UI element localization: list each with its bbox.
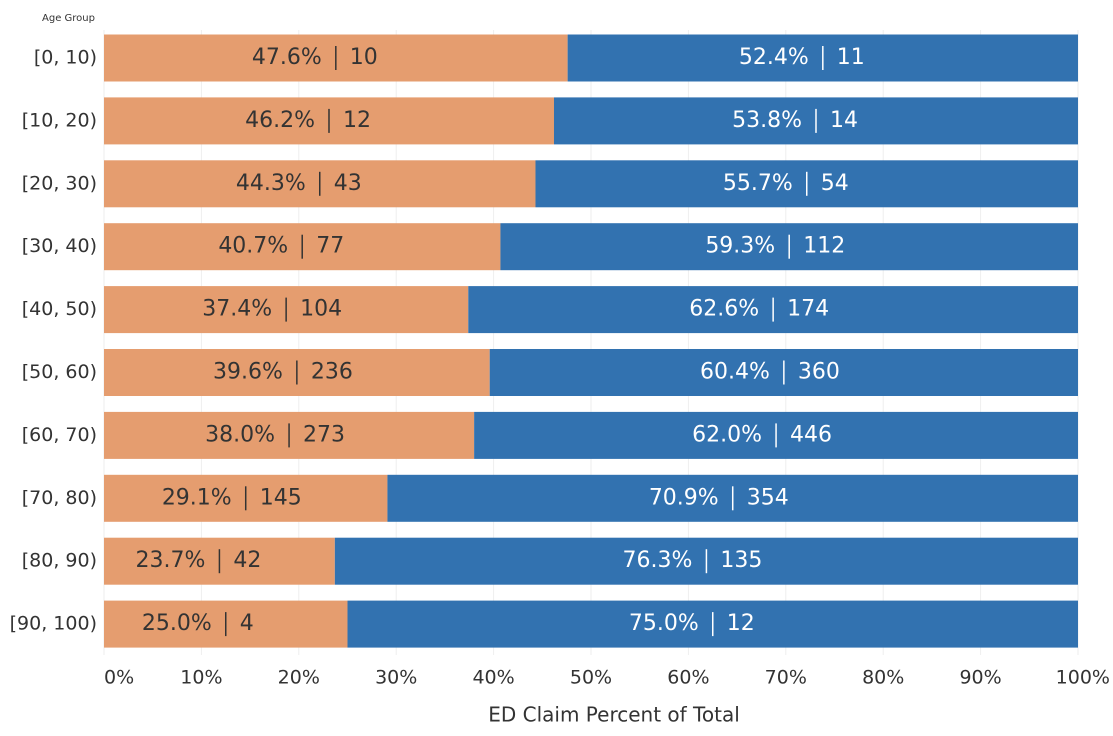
x-tick-label: 20%	[278, 667, 320, 689]
count-label: 43	[334, 171, 362, 196]
count-label: 174	[787, 297, 829, 322]
header: Age Group	[42, 13, 95, 24]
y-tick-label: [70, 80)	[22, 487, 97, 509]
y-tick-label: [10, 20)	[22, 109, 97, 131]
data-label: 29.1%	[162, 485, 232, 510]
count-label: 12	[727, 611, 755, 636]
y-tick-label: [30, 40)	[22, 235, 97, 257]
data-label: 47.6%	[252, 45, 322, 70]
data-label: 38.0%	[205, 422, 275, 447]
data-label: 25.0%	[142, 611, 212, 636]
count-label: 112	[803, 234, 845, 259]
count-label: 77	[316, 234, 344, 259]
count-label: 135	[720, 548, 762, 573]
data-label: 40.7%	[218, 234, 288, 259]
x-tick-label: 60%	[667, 667, 709, 689]
x-tick-label: 90%	[959, 667, 1001, 689]
data-label: 70.9%	[649, 485, 719, 510]
data-label: 59.3%	[705, 234, 775, 259]
data-label: 62.0%	[692, 422, 762, 447]
count-label: 236	[311, 360, 353, 385]
x-tick-label: 50%	[570, 667, 612, 689]
data-label: 53.8%	[732, 108, 802, 133]
data-label: 60.4%	[700, 360, 770, 385]
data-label: 39.6%	[213, 360, 283, 385]
data-label: 46.2%	[245, 108, 315, 133]
count-label: 360	[798, 360, 840, 385]
count-label: 145	[260, 485, 302, 510]
data-label: 75.0%	[629, 611, 699, 636]
count-label: 12	[343, 108, 371, 133]
count-label: 104	[300, 297, 342, 322]
x-axis-title: ED Claim Percent of Total	[488, 703, 740, 727]
count-label: 446	[790, 422, 832, 447]
y-tick-label: [20, 30)	[22, 172, 97, 194]
y-tick-label: [80, 90)	[22, 550, 97, 572]
data-label: 62.6%	[689, 297, 759, 322]
y-tick-label: [50, 60)	[22, 361, 97, 383]
data-label: 55.7%	[723, 171, 793, 196]
x-tick-label: 10%	[180, 667, 222, 689]
data-label: 44.3%	[236, 171, 306, 196]
count-label: 42	[233, 548, 261, 573]
y-tick-label: [0, 10)	[34, 47, 97, 69]
data-label: 23.7%	[136, 548, 206, 573]
x-tick-label: 0%	[104, 667, 134, 689]
count-label: 14	[830, 108, 858, 133]
y-tick-label: [90, 100)	[10, 613, 97, 635]
data-label: 37.4%	[202, 297, 272, 322]
x-tick-label: 70%	[765, 667, 807, 689]
count-label: 10	[350, 45, 378, 70]
x-tick-label: 80%	[862, 667, 904, 689]
count-label: 4	[240, 611, 254, 636]
x-tick-label: 40%	[472, 667, 514, 689]
data-label: 76.3%	[623, 548, 693, 573]
data-label: 52.4%	[739, 45, 809, 70]
count-label: 273	[303, 422, 345, 447]
y-tick-label: [60, 70)	[22, 424, 97, 446]
count-label: 54	[821, 171, 849, 196]
x-tick-label: 100%	[1056, 667, 1110, 689]
count-label: 354	[747, 485, 789, 510]
x-tick-label: 30%	[375, 667, 417, 689]
count-label: 11	[837, 45, 865, 70]
y-tick-label: [40, 50)	[22, 298, 97, 320]
